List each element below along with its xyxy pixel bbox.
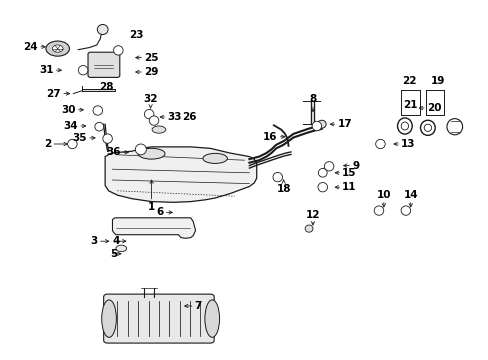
PathPatch shape bbox=[82, 89, 115, 91]
Text: 15: 15 bbox=[342, 168, 356, 178]
PathPatch shape bbox=[105, 147, 256, 202]
Ellipse shape bbox=[138, 148, 164, 159]
Text: 1: 1 bbox=[148, 202, 155, 212]
Text: 16: 16 bbox=[263, 132, 277, 142]
Text: 33: 33 bbox=[167, 112, 182, 122]
Ellipse shape bbox=[93, 106, 102, 115]
Ellipse shape bbox=[400, 206, 410, 215]
Ellipse shape bbox=[317, 120, 325, 128]
Ellipse shape bbox=[203, 153, 227, 163]
Text: 26: 26 bbox=[182, 112, 197, 122]
Text: 12: 12 bbox=[305, 210, 320, 220]
Ellipse shape bbox=[52, 45, 63, 52]
Ellipse shape bbox=[135, 144, 146, 155]
Text: 36: 36 bbox=[106, 147, 121, 157]
Text: 9: 9 bbox=[351, 161, 359, 171]
Text: 27: 27 bbox=[46, 89, 61, 99]
Ellipse shape bbox=[152, 126, 165, 133]
Ellipse shape bbox=[305, 225, 312, 232]
Text: 30: 30 bbox=[61, 105, 76, 115]
Text: 19: 19 bbox=[429, 76, 444, 86]
Text: 10: 10 bbox=[376, 190, 390, 200]
Ellipse shape bbox=[144, 109, 154, 119]
Text: 17: 17 bbox=[337, 119, 351, 129]
Text: 18: 18 bbox=[276, 184, 290, 194]
Text: 11: 11 bbox=[342, 182, 356, 192]
Text: 6: 6 bbox=[156, 207, 163, 217]
Ellipse shape bbox=[149, 116, 159, 125]
FancyBboxPatch shape bbox=[103, 294, 214, 343]
FancyBboxPatch shape bbox=[88, 52, 120, 77]
Text: 25: 25 bbox=[144, 53, 159, 63]
Text: 29: 29 bbox=[144, 67, 158, 77]
Ellipse shape bbox=[318, 168, 326, 177]
Text: 7: 7 bbox=[194, 301, 202, 311]
Text: 34: 34 bbox=[63, 121, 78, 131]
Text: 3: 3 bbox=[90, 236, 98, 246]
Text: 31: 31 bbox=[39, 65, 54, 75]
Ellipse shape bbox=[400, 122, 408, 130]
Ellipse shape bbox=[272, 172, 282, 182]
Ellipse shape bbox=[67, 139, 77, 149]
Text: 32: 32 bbox=[143, 94, 158, 104]
Text: 4: 4 bbox=[112, 236, 120, 246]
Ellipse shape bbox=[324, 162, 333, 171]
Ellipse shape bbox=[317, 183, 327, 192]
Text: 24: 24 bbox=[23, 42, 38, 52]
Ellipse shape bbox=[373, 206, 383, 215]
Ellipse shape bbox=[97, 24, 108, 35]
Ellipse shape bbox=[375, 139, 385, 149]
Ellipse shape bbox=[204, 300, 219, 337]
PathPatch shape bbox=[112, 218, 195, 238]
Text: 20: 20 bbox=[426, 103, 441, 113]
Text: 21: 21 bbox=[403, 100, 417, 110]
Text: 23: 23 bbox=[128, 30, 143, 40]
Ellipse shape bbox=[423, 124, 430, 131]
Ellipse shape bbox=[311, 121, 321, 131]
Ellipse shape bbox=[102, 300, 116, 337]
Text: 28: 28 bbox=[99, 82, 114, 92]
Text: 14: 14 bbox=[403, 190, 417, 200]
Text: 22: 22 bbox=[402, 76, 416, 86]
Ellipse shape bbox=[113, 46, 123, 55]
Text: 35: 35 bbox=[72, 133, 87, 143]
Ellipse shape bbox=[95, 122, 103, 131]
Ellipse shape bbox=[102, 134, 112, 143]
Text: 13: 13 bbox=[400, 139, 415, 149]
Ellipse shape bbox=[46, 41, 69, 56]
Text: 5: 5 bbox=[110, 249, 117, 259]
Ellipse shape bbox=[78, 66, 88, 75]
Text: 2: 2 bbox=[44, 139, 51, 149]
Ellipse shape bbox=[116, 245, 126, 252]
Text: 8: 8 bbox=[309, 94, 316, 104]
